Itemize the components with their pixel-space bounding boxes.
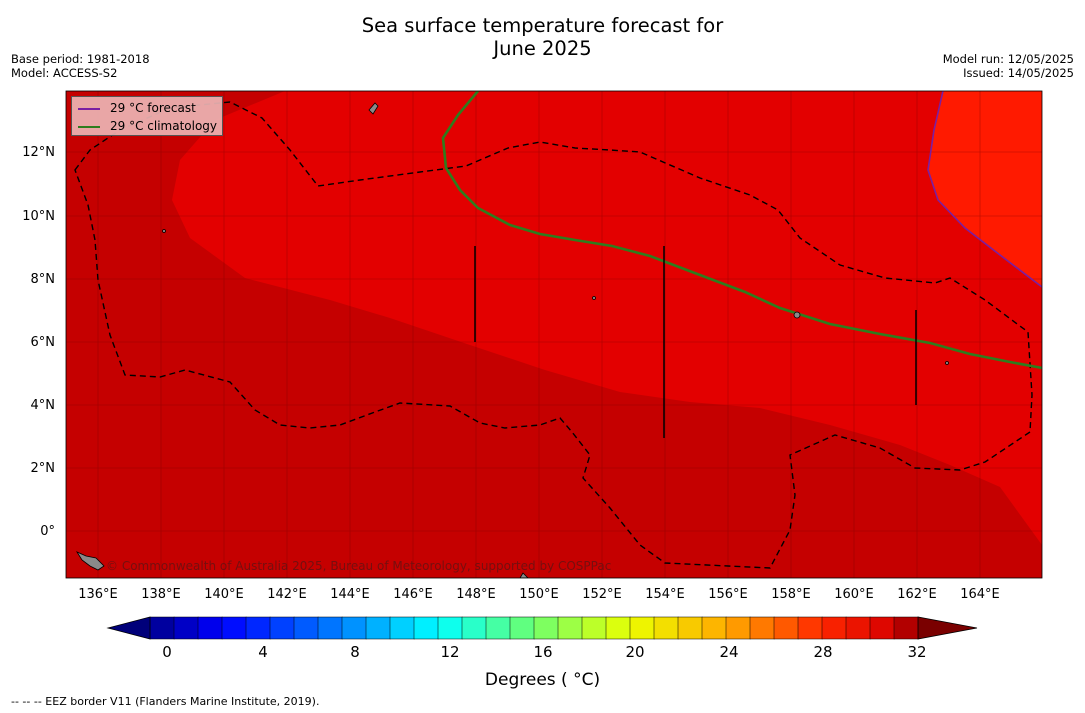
lon-label-158e: 158°E <box>771 587 811 602</box>
colorbar-cell <box>773 616 799 640</box>
island-markers <box>474 246 917 438</box>
colorbar-cell <box>293 616 319 640</box>
lat-label-12n: 12°N <box>22 145 55 160</box>
colorbar-tick-12: 12 <box>440 643 460 661</box>
lon-label-138e: 138°E <box>141 587 181 602</box>
colorbar-cell <box>485 616 511 640</box>
colorbar-tick-20: 20 <box>625 643 645 661</box>
lon-label-136e: 136°E <box>78 587 118 602</box>
lon-label-150e: 150°E <box>519 587 559 602</box>
colorbar-cell <box>365 616 391 640</box>
lat-label-0: 0° <box>40 524 55 539</box>
colorbar-tick-32: 32 <box>907 643 927 661</box>
colorbar-title: Degrees ( °C) <box>484 670 601 690</box>
lat-label-10n: 10°N <box>22 209 55 224</box>
lon-label-140e: 140°E <box>204 587 244 602</box>
lon-label-160e: 160°E <box>834 587 874 602</box>
colorbar-tick-4: 4 <box>258 643 268 661</box>
forecast-29c-line <box>927 91 1042 288</box>
lon-label-162e: 162°E <box>897 587 937 602</box>
colorbar-cell <box>821 616 847 640</box>
run-info: Model run: 12/05/2025 Issued: 14/05/2025 <box>943 52 1074 80</box>
mid-temp-zone <box>66 91 1042 578</box>
colorbar-tick-0: 0 <box>162 643 172 661</box>
lon-label-154e: 154°E <box>645 587 685 602</box>
colorbar-tick-8: 8 <box>350 643 360 661</box>
lon-label-152e: 152°E <box>582 587 622 602</box>
colorbar-tick-24: 24 <box>719 643 739 661</box>
colorbar-tick-28: 28 <box>813 643 833 661</box>
legend-label-forecast: 29 °C forecast <box>110 101 196 115</box>
model-name: Model: ACCESS-S2 <box>11 66 118 80</box>
colorbar-cell <box>893 616 919 640</box>
colorbar-cell <box>461 616 487 640</box>
map-legend: 29 °C forecast 29 °C climatology <box>71 96 223 136</box>
colorbar-cell <box>749 616 775 640</box>
colorbar-cell <box>845 616 871 640</box>
colorbar-cell <box>725 616 751 640</box>
copyright-notice: © Commonwealth of Australia 2025, Bureau… <box>106 559 612 573</box>
eez-footnote: -- -- -- EEZ border V11 (Flanders Marine… <box>11 695 320 708</box>
colorbar-cell <box>533 616 559 640</box>
lon-label-144e: 144°E <box>330 587 370 602</box>
model-run: Model run: 12/05/2025 <box>942 52 1074 66</box>
colorbar-high-extension <box>917 616 978 640</box>
colorbar-cell <box>557 616 583 640</box>
eez-border-north <box>74 101 1033 569</box>
colorbar-cell <box>197 616 223 640</box>
legend-item-climatology: 29 °C climatology <box>78 118 217 134</box>
warm-temp-zone <box>928 91 1042 287</box>
cool-temp-zone <box>66 91 1042 578</box>
chart-title: Sea surface temperature forecast for Jun… <box>0 14 1085 60</box>
legend-label-climatology: 29 °C climatology <box>110 119 218 133</box>
colorbar-cell <box>269 616 295 640</box>
colorbar-cell <box>149 616 175 640</box>
colorbar-cell <box>509 616 535 640</box>
title-line-1: Sea surface temperature forecast for <box>361 14 724 37</box>
climatology-29c-line <box>441 91 1042 370</box>
lat-label-6n: 6°N <box>30 335 56 350</box>
colorbar-cell <box>389 616 415 640</box>
lat-label-8n: 8°N <box>30 272 56 287</box>
lon-label-156e: 156°E <box>708 587 748 602</box>
colorbar-cell <box>317 616 343 640</box>
colorbar-cell <box>245 616 271 640</box>
lon-label-146e: 146°E <box>393 587 433 602</box>
map-frame <box>65 90 1043 579</box>
lon-label-148e: 148°E <box>456 587 496 602</box>
base-info: Base period: 1981-2018 Model: ACCESS-S2 <box>11 52 150 80</box>
colorbar-tick-16: 16 <box>533 643 553 661</box>
colorbar-cell <box>677 616 703 640</box>
colorbar-cell <box>797 616 823 640</box>
colorbar-cell <box>341 616 367 640</box>
lat-label-2n: 2°N <box>30 461 56 476</box>
colorbar-cell <box>221 616 247 640</box>
colorbar-cell <box>173 616 199 640</box>
base-period: Base period: 1981-2018 <box>11 52 150 66</box>
colorbar-cell <box>413 616 439 640</box>
colorbar-low-extension <box>106 616 151 640</box>
climatology-line-swatch <box>78 125 100 128</box>
lon-label-142e: 142°E <box>267 587 307 602</box>
colorbar-cell <box>605 616 631 640</box>
lon-label-164e: 164°E <box>960 587 1000 602</box>
islands <box>75 102 949 578</box>
colorbar-cell <box>629 616 655 640</box>
lat-label-4n: 4°N <box>30 398 56 413</box>
grid-lines <box>66 91 1042 578</box>
colorbar-cell <box>869 616 895 640</box>
colorbar-cell <box>581 616 607 640</box>
forecast-line-swatch <box>78 107 100 110</box>
colorbar-cell <box>437 616 463 640</box>
colorbar-cell <box>701 616 727 640</box>
legend-item-forecast: 29 °C forecast <box>78 100 196 116</box>
issued-date: Issued: 14/05/2025 <box>963 66 1074 80</box>
title-line-2: June 2025 <box>493 37 592 60</box>
colorbar-cell <box>653 616 679 640</box>
